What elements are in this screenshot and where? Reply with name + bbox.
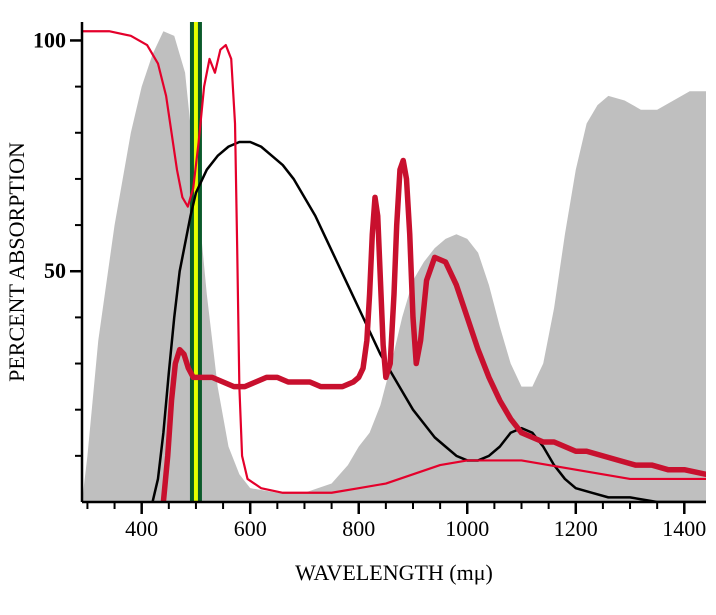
y-tick-label: 50 xyxy=(44,258,66,283)
x-tick-label: 600 xyxy=(234,516,267,541)
x-tick-label: 1400 xyxy=(662,516,706,541)
y-tick-label: 100 xyxy=(33,27,66,52)
x-tick-label: 400 xyxy=(125,516,158,541)
chart-svg: 50 100 400 600 800 1000 1200 1400 PERCENT ABSORP… xyxy=(0,0,716,615)
x-tick-label: 1200 xyxy=(554,516,598,541)
y-axis-label: PERCENT ABSORPTION xyxy=(4,142,29,382)
x-tick-label: 800 xyxy=(342,516,375,541)
absorption-spectrum-chart: 50 100 400 600 800 1000 1200 1400 PERCENT ABSORP… xyxy=(0,0,716,615)
x-axis-label: WAVELENGTH (mμ) xyxy=(295,560,493,585)
x-tick-label: 1000 xyxy=(445,516,489,541)
